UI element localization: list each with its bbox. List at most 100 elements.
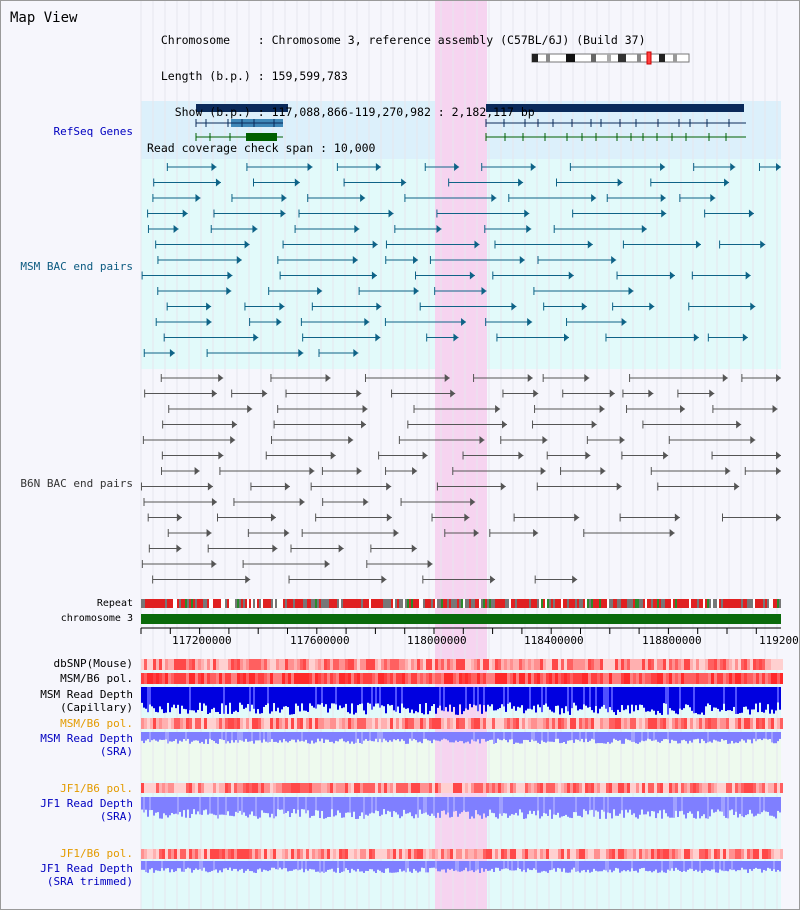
track-label-msm-b6-pol-1[interactable]: MSM/B6 pol. [60,672,133,685]
depth-bar [233,797,235,817]
depth-bar [725,732,727,740]
depth-bar [453,861,455,871]
repeat-mark [531,599,533,608]
heat-strip-cell [738,659,741,670]
depth-bar [227,687,229,714]
depth-bar [199,861,201,870]
heat-strip-cell [456,659,459,670]
b6n-bac-end-arrow [218,374,224,382]
depth-bar [389,732,391,741]
track-label-msm-depth-capillary[interactable]: MSM Read Depth [40,688,133,701]
heat-strip-cell [264,783,267,793]
depth-bar [199,687,201,703]
b6n-bac-end-arrow [270,513,276,522]
depth-bar [333,861,335,872]
track-label-msm-b6-pol-2[interactable]: MSM/B6 pol. [60,717,133,730]
depth-bar [223,861,225,869]
depth-bar [545,687,547,704]
b6n-bac-end-arrow [574,513,580,522]
depth-bar [671,797,673,818]
repeat-mark [153,599,155,608]
track-label-jf1-pol-1[interactable]: JF1/B6 pol. [60,782,133,795]
depth-bar [571,861,573,870]
b6n-bac-end-arrow [338,544,344,553]
repeat-mark [245,599,247,608]
b6n-bac-end-arrow [663,451,669,460]
depth-bar [231,797,233,816]
depth-bar [195,732,197,741]
depth-bar [467,732,469,742]
heat-strip-cell [384,849,387,859]
depth-bar [533,732,535,742]
heat-strip-cell [282,673,285,684]
depth-bar [163,861,165,871]
heat-strip-cell [510,659,513,670]
heat-strip-cell [609,718,612,729]
track-label-jf1-depth-trimmed[interactable]: JF1 Read Depth [40,862,133,875]
heat-strip-cell [663,659,666,670]
heat-strip-cell [492,718,495,729]
depth-bar [741,861,743,868]
depth-bar [329,861,331,870]
repeat-mark [193,599,195,608]
heat-strip-cell [720,718,723,729]
depth-bar [623,797,625,818]
depth-bar [615,797,617,816]
heat-strip-cell [690,718,693,729]
depth-bar [461,861,463,872]
msm-bac-end-arrow [693,333,699,342]
heat-strip-cell [432,718,435,729]
depth-bar [333,732,335,744]
repeat-mark [225,599,227,608]
track-label-b6n-bac[interactable]: B6N BAC end pairs [20,477,133,490]
track-label-dbsnp[interactable]: dbSNP(Mouse) [53,657,133,670]
track-label-msm-bac[interactable]: MSM BAC end pairs [20,260,133,273]
depth-bar [341,732,343,739]
repeat-mark [557,599,559,608]
heat-strip-cell [486,849,489,859]
repeat-mark [355,599,357,608]
heat-strip-cell [504,673,507,684]
heat-strip-cell [666,659,669,670]
repeat-mark [763,599,765,608]
heat-strip-cell [159,849,162,859]
track-label-jf1-pol-2[interactable]: JF1/B6 pol. [60,847,133,860]
heat-strip-cell [591,783,594,793]
depth-bar [401,861,403,872]
track-label-chromosome[interactable]: chromosome 3 [60,613,133,624]
heat-strip-cell [531,783,534,793]
depth-bar [659,797,661,811]
depth-bar [657,732,659,742]
depth-bar [761,687,763,712]
track-label-jf1-depth-sra[interactable]: JF1 Read Depth [40,797,133,810]
repeat-mark [387,599,389,608]
repeat-mark [519,599,521,608]
heat-strip-cell [633,718,636,729]
heat-strip-cell [159,659,162,670]
depth-bar [697,797,699,812]
heat-strip-cell [276,718,279,729]
repeat-mark [575,599,577,608]
heat-strip-cell [357,659,360,670]
depth-bar [285,797,287,813]
depth-bar [527,687,529,709]
depth-bar [375,732,377,739]
track-label-refseq[interactable]: RefSeq Genes [53,125,133,138]
track-label-msm-depth-sra[interactable]: MSM Read Depth [40,732,133,745]
depth-bar [703,687,705,715]
heat-strip-cell [225,659,228,670]
track-label-repeat[interactable]: Repeat [96,598,133,609]
heat-strip-cell [402,673,405,684]
info-coverage-span: Read coverage check span : 10,000 [147,141,376,155]
heat-strip-cell [525,718,528,729]
repeat-mark [609,599,611,608]
depth-bar [317,687,319,705]
msm-bac-end-arrow [372,240,378,249]
heat-strip-cell [600,673,603,684]
heat-strip-cell [315,783,318,793]
repeat-mark [413,599,415,608]
heat-strip-cell [495,783,498,793]
depth-bar [777,687,779,703]
depth-bar [173,687,175,705]
depth-bar [239,797,241,811]
